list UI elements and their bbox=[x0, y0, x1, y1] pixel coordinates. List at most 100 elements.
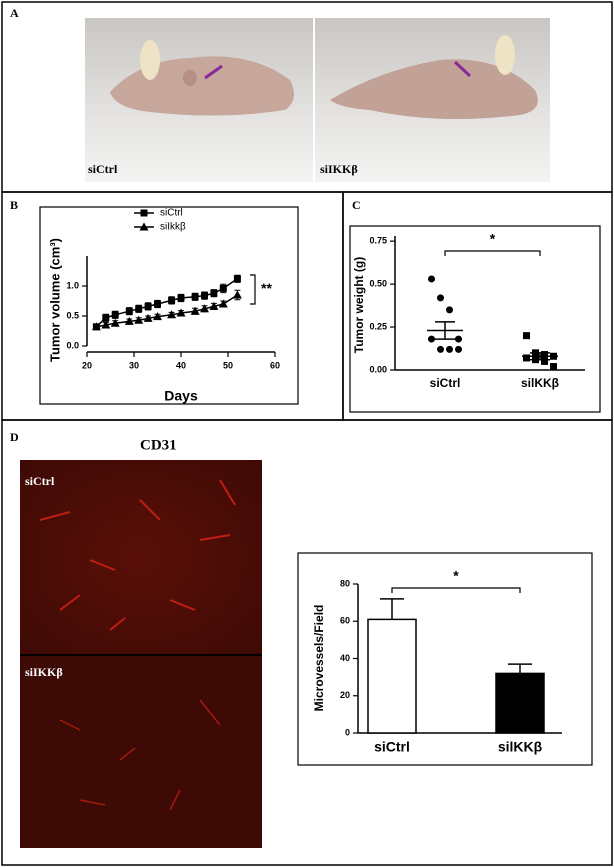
x-axis-label: Days bbox=[164, 388, 198, 404]
significance-label: * bbox=[490, 231, 496, 247]
photo bbox=[315, 18, 550, 182]
marker bbox=[219, 284, 227, 292]
x-tick-label: 60 bbox=[270, 360, 280, 370]
x-tick-label: 20 bbox=[82, 360, 92, 370]
marker bbox=[209, 301, 219, 310]
chart-frame bbox=[39, 206, 299, 405]
error-bar bbox=[508, 663, 532, 674]
y-tick-label: 0.0 bbox=[66, 340, 79, 350]
photo bbox=[85, 18, 313, 182]
marker bbox=[523, 332, 530, 340]
marker bbox=[437, 294, 444, 302]
y-tick-label: 0.75 bbox=[369, 236, 387, 246]
marker bbox=[91, 322, 101, 331]
marker bbox=[168, 296, 176, 304]
error-bar bbox=[380, 598, 404, 620]
photo-label: siIKKβ bbox=[320, 162, 358, 176]
panel-label: B bbox=[10, 198, 18, 212]
marker bbox=[437, 345, 444, 353]
x-tick-label: 40 bbox=[176, 360, 186, 370]
y-tick-label: 1.0 bbox=[66, 280, 79, 290]
x-tick-label: 30 bbox=[129, 360, 139, 370]
x-tick-label: silKKβ bbox=[498, 739, 543, 755]
marker bbox=[111, 311, 119, 319]
marker bbox=[190, 306, 200, 315]
marker bbox=[541, 351, 548, 359]
marker bbox=[523, 354, 530, 362]
marker bbox=[232, 290, 242, 299]
marker bbox=[550, 363, 557, 371]
photo-label: siIKKβ bbox=[25, 665, 63, 679]
marker bbox=[455, 345, 462, 353]
y-tick-label: 0 bbox=[345, 727, 350, 737]
marker bbox=[110, 318, 120, 327]
marker bbox=[446, 306, 453, 314]
significance-label: * bbox=[453, 568, 459, 584]
marker bbox=[233, 275, 241, 283]
y-axis-label: Microvessels/Field bbox=[312, 605, 326, 712]
y-axis-label: Tumor volume (cm³) bbox=[47, 238, 62, 362]
marker bbox=[177, 294, 185, 302]
marker bbox=[210, 289, 218, 297]
panel-frame bbox=[1, 419, 613, 866]
photo-label: siCtrl bbox=[88, 162, 118, 176]
x-tick-label: silKKβ bbox=[521, 376, 559, 390]
marker bbox=[135, 305, 143, 313]
legend-label: siCtrl bbox=[160, 208, 183, 219]
error-bar bbox=[530, 352, 550, 361]
marker bbox=[101, 320, 111, 329]
marker bbox=[176, 308, 186, 317]
x-tick-label: siCtrl bbox=[374, 739, 410, 755]
marker bbox=[455, 335, 462, 343]
panel-label: C bbox=[352, 198, 361, 212]
marker bbox=[134, 315, 144, 324]
marker bbox=[139, 222, 149, 231]
marker bbox=[154, 300, 161, 308]
marker bbox=[140, 209, 148, 217]
y-tick-label: 80 bbox=[340, 578, 350, 588]
bar bbox=[495, 672, 545, 734]
photo bbox=[20, 460, 262, 655]
significance-label: ** bbox=[261, 280, 272, 296]
marker bbox=[541, 357, 548, 365]
y-tick-label: 60 bbox=[340, 616, 350, 626]
legend-label: siIkkβ bbox=[160, 222, 186, 233]
x-tick-label: 50 bbox=[223, 360, 233, 370]
y-tick-label: 0.5 bbox=[66, 310, 79, 320]
significance-bracket bbox=[391, 587, 521, 593]
x-tick-label: siCtrl bbox=[430, 376, 461, 390]
marker bbox=[218, 299, 228, 308]
bar bbox=[367, 618, 417, 734]
marker bbox=[428, 275, 435, 283]
marker bbox=[125, 307, 133, 315]
marker bbox=[446, 345, 453, 353]
marker bbox=[191, 293, 199, 301]
marker bbox=[102, 314, 110, 322]
error-bar bbox=[435, 321, 455, 340]
marker bbox=[201, 292, 208, 300]
marker bbox=[143, 313, 153, 322]
marker bbox=[200, 304, 209, 313]
chart-frame bbox=[297, 552, 593, 766]
y-axis-label: Tumor weight (g) bbox=[352, 257, 366, 353]
photo-label: siCtrl bbox=[25, 474, 55, 488]
significance-bracket bbox=[444, 250, 541, 256]
y-tick-label: 0.00 bbox=[369, 364, 387, 374]
y-tick-label: 40 bbox=[340, 653, 350, 663]
panel-label: A bbox=[10, 6, 19, 20]
chart-frame bbox=[349, 225, 601, 413]
panel-label: D bbox=[10, 430, 19, 444]
marker bbox=[153, 312, 162, 321]
series-line bbox=[95, 278, 238, 328]
stain-label: CD31 bbox=[140, 437, 177, 453]
significance-bracket bbox=[250, 274, 256, 305]
photo bbox=[20, 654, 262, 848]
marker bbox=[124, 316, 134, 325]
y-tick-label: 20 bbox=[340, 690, 350, 700]
y-tick-label: 0.25 bbox=[369, 321, 387, 331]
y-tick-label: 0.50 bbox=[369, 278, 387, 288]
marker bbox=[144, 302, 152, 310]
marker bbox=[428, 335, 435, 343]
marker bbox=[167, 310, 177, 319]
